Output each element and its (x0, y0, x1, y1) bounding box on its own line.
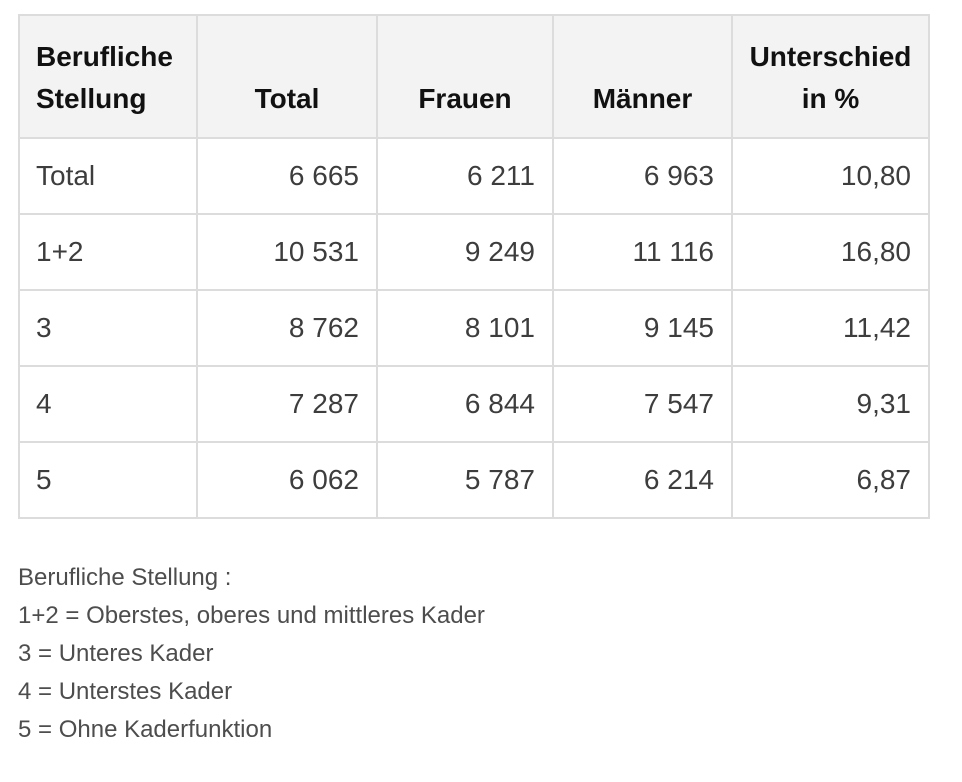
row-label: 3 (18, 289, 198, 367)
table-row: 5 6 062 5 787 6 214 6,87 (18, 441, 930, 519)
table-cell: 6 963 (552, 137, 733, 215)
table-cell: 16,80 (731, 213, 930, 291)
table-cell: 7 547 (552, 365, 733, 443)
header-row: Berufliche Stellung Total Frauen Männer … (18, 14, 930, 139)
footnote-item: 1+2 = Oberstes, oberes und mittleres Kad… (18, 602, 485, 629)
table-cell: 6 062 (196, 441, 378, 519)
table-cell: 6 211 (376, 137, 554, 215)
berufliche-stellung-table: Berufliche Stellung Total Frauen Männer … (18, 14, 930, 519)
table-row: 1+2 10 531 9 249 11 116 16,80 (18, 213, 930, 291)
footnote-item: 4 = Unterstes Kader (18, 678, 233, 705)
table-cell: 7 287 (196, 365, 378, 443)
footnote-item: 5 = Ohne Kaderfunktion (18, 716, 273, 743)
table-cell: 11,42 (731, 289, 930, 367)
row-label: 4 (18, 365, 198, 443)
table-cell: 8 101 (376, 289, 554, 367)
table-cell: 6 214 (552, 441, 733, 519)
table-cell: 10,80 (731, 137, 930, 215)
table-body: Total 6 665 6 211 6 963 10,80 1+2 10 531… (18, 137, 930, 519)
column-header-berufliche-stellung: Berufliche Stellung (18, 14, 198, 139)
table-header: Berufliche Stellung Total Frauen Männer … (18, 14, 930, 139)
row-label: 5 (18, 441, 198, 519)
column-header-frauen: Frauen (376, 14, 554, 139)
row-label: Total (18, 137, 198, 215)
footnote-item: 3 = Unteres Kader (18, 640, 214, 667)
column-header-total: Total (196, 14, 378, 139)
table-row: Total 6 665 6 211 6 963 10,80 (18, 137, 930, 215)
table-cell: 10 531 (196, 213, 378, 291)
table-cell: 6 665 (196, 137, 378, 215)
row-label: 1+2 (18, 213, 198, 291)
table-row: 3 8 762 8 101 9 145 11,42 (18, 289, 930, 367)
table-cell: 5 787 (376, 441, 554, 519)
table-cell: 9 145 (552, 289, 733, 367)
table-row: 4 7 287 6 844 7 547 9,31 (18, 365, 930, 443)
table-cell: 8 762 (196, 289, 378, 367)
table-cell: 11 116 (552, 213, 733, 291)
table-cell: 6 844 (376, 365, 554, 443)
column-header-unterschied: Unterschied in % (731, 14, 930, 139)
table-footnotes: Berufliche Stellung : 1+2 = Oberstes, ob… (18, 559, 962, 749)
table-cell: 9 249 (376, 213, 554, 291)
table-cell: 6,87 (731, 441, 930, 519)
table-cell: 9,31 (731, 365, 930, 443)
footnote-title: Berufliche Stellung : (18, 564, 232, 591)
column-header-maenner: Männer (552, 14, 733, 139)
